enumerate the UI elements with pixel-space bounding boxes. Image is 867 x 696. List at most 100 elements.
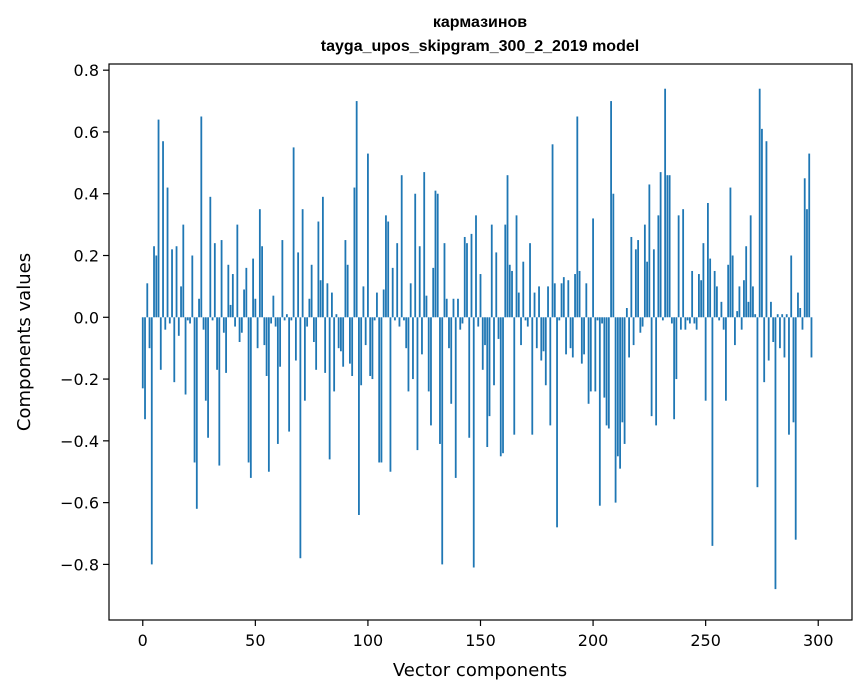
- bar-component-205: [603, 317, 606, 398]
- bar-component-167: [517, 292, 520, 318]
- bar-component-33: [216, 317, 218, 370]
- x-tick-label: 150: [465, 631, 496, 650]
- bar-component-165: [513, 317, 516, 435]
- x-axis-ticks: 0 50 100 150 200 250 300: [138, 620, 834, 650]
- bar-component-131: [436, 193, 439, 318]
- bar-component-62: [281, 240, 284, 318]
- bar-component-71: [301, 209, 304, 318]
- bar-component-124: [421, 317, 423, 355]
- bar-component-210: [614, 317, 617, 503]
- bar-component-224: [646, 261, 649, 318]
- bar-component-59: [274, 317, 277, 327]
- bar-component-253: [711, 317, 714, 546]
- bar-component-56: [267, 317, 270, 472]
- bar-component-267: [743, 280, 745, 318]
- bar-component-240: [682, 209, 685, 318]
- bar-component-279: [770, 301, 772, 318]
- bar-component-294: [803, 178, 806, 318]
- bar-component-96: [358, 317, 360, 515]
- bar-component-137: [450, 317, 453, 404]
- bar-component-170: [524, 317, 527, 321]
- bar-component-200: [592, 218, 594, 318]
- bar-component-196: [583, 317, 585, 355]
- bar-component-125: [423, 172, 426, 318]
- bar-component-67: [292, 147, 295, 318]
- bar-component-87: [337, 317, 340, 349]
- y-tick-label: 0.6: [74, 123, 99, 142]
- bar-component-154: [488, 317, 491, 417]
- bar-component-130: [434, 190, 437, 318]
- bar-component-138: [452, 298, 455, 318]
- bar-component-147: [472, 317, 475, 568]
- bar-component-207: [607, 317, 610, 429]
- bar-component-143: [463, 236, 466, 318]
- y-tick-label: −0.6: [60, 494, 99, 513]
- bar-component-179: [544, 317, 547, 386]
- bar-component-152: [484, 317, 486, 346]
- bar-component-292: [799, 308, 802, 318]
- bar-component-72: [303, 317, 306, 401]
- bar-component-268: [745, 246, 748, 318]
- bar-component-241: [684, 317, 687, 330]
- bar-component-85: [333, 317, 336, 392]
- bar-component-8: [159, 317, 162, 370]
- bar-component-84: [331, 292, 333, 318]
- bar-component-238: [677, 215, 680, 318]
- bar-component-76: [312, 317, 315, 342]
- bar-component-202: [596, 317, 599, 321]
- bar-component-64: [285, 314, 288, 318]
- bar-component-63: [283, 317, 286, 321]
- bar-component-187: [562, 277, 565, 318]
- bar-component-275: [761, 128, 763, 318]
- bar-component-215: [625, 308, 628, 318]
- bar-component-77: [315, 317, 318, 370]
- bar-component-132: [439, 317, 441, 444]
- bar-component-75: [310, 264, 313, 318]
- bar-component-126: [425, 295, 428, 318]
- bar-component-186: [560, 283, 563, 318]
- bar-component-180: [547, 286, 549, 318]
- bar-component-141: [459, 317, 462, 330]
- bar-component-36: [222, 317, 225, 333]
- bar-component-209: [612, 193, 615, 318]
- bar-component-27: [202, 317, 205, 330]
- bar-component-189: [567, 280, 570, 318]
- bar-component-30: [209, 196, 212, 318]
- bar-component-266: [740, 317, 743, 330]
- bar-component-162: [506, 175, 509, 318]
- bar-component-232: [664, 88, 667, 318]
- bar-component-61: [279, 317, 282, 367]
- bar-component-178: [542, 317, 545, 352]
- bar-component-251: [707, 203, 709, 318]
- bar-component-146: [470, 233, 473, 318]
- bar-component-258: [722, 317, 725, 330]
- bar-component-260: [727, 264, 730, 318]
- bar-component-263: [734, 317, 736, 346]
- bar-component-295: [806, 209, 808, 318]
- bar-component-229: [657, 215, 660, 318]
- bar-component-259: [725, 317, 727, 401]
- bar-component-255: [716, 286, 718, 318]
- bar-component-281: [774, 317, 777, 590]
- bar-component-192: [574, 274, 576, 318]
- bar-component-287: [788, 317, 790, 435]
- bars-group: [141, 88, 813, 590]
- bar-component-177: [540, 317, 543, 361]
- bar-component-214: [623, 317, 626, 444]
- bar-component-103: [373, 317, 376, 321]
- bar-component-108: [385, 215, 387, 318]
- bar-component-92: [349, 317, 351, 364]
- bar-component-42: [236, 224, 239, 318]
- bar-component-256: [718, 317, 721, 321]
- bar-component-239: [679, 317, 682, 330]
- bar-component-110: [389, 317, 392, 472]
- bar-component-98: [362, 286, 365, 318]
- bar-component-90: [344, 240, 347, 318]
- bar-component-206: [605, 317, 608, 426]
- bar-component-13: [171, 249, 173, 318]
- bar-component-107: [382, 289, 385, 318]
- bar-component-217: [630, 236, 633, 318]
- bar-component-150: [479, 274, 482, 318]
- bar-component-133: [441, 317, 444, 565]
- bar-component-282: [776, 314, 779, 318]
